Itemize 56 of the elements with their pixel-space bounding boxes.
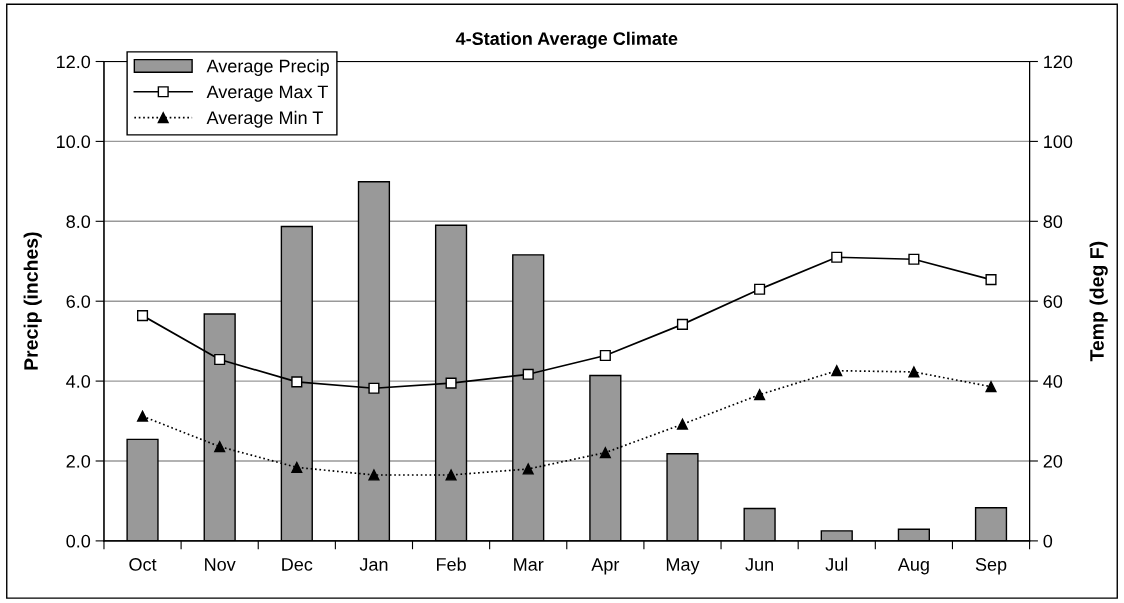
y2-tick-label: 80 [1043, 215, 1063, 229]
point [985, 381, 997, 393]
y-tick-label: 0.0 [66, 534, 91, 548]
point [214, 353, 226, 366]
x-tick-label: Jun [745, 558, 773, 571]
x-tick-label: Oct [129, 558, 157, 571]
y-tick-label: 8.0 [66, 215, 91, 229]
point [291, 461, 303, 473]
point [985, 274, 997, 286]
x-tick-label: Apr [591, 558, 620, 575]
x-tick-label: Sep [975, 558, 1007, 575]
x-tick-label: Feb [437, 557, 466, 571]
point [522, 463, 534, 475]
legend-label: Average Min T [206, 110, 323, 128]
point [676, 318, 689, 330]
y2-tick-label: 0 [1043, 534, 1053, 548]
x-tick-label: May [666, 558, 700, 575]
x-tick-label: Aug [897, 558, 929, 575]
point [214, 441, 226, 453]
chart-title: 4-Station Average Climate [455, 31, 678, 49]
point [368, 469, 380, 481]
point [908, 253, 920, 265]
y-axis-title: Precip (inches) [23, 232, 42, 370]
y2-tick-label: 100 [1044, 135, 1073, 149]
point [599, 447, 611, 459]
point [445, 469, 457, 481]
y-tick-label: 10.0 [57, 135, 91, 149]
point [754, 283, 766, 295]
y2-tick-label: 60 [1043, 295, 1063, 308]
point [831, 365, 843, 377]
point [368, 382, 380, 394]
point [445, 377, 457, 389]
point [599, 349, 611, 362]
y2-axis-title: Temp (deg F) [1089, 241, 1108, 362]
point [136, 410, 149, 422]
y-tick-label: 6.0 [66, 295, 91, 308]
y2-tick-label: 120 [1044, 55, 1073, 69]
point [676, 418, 689, 430]
x-tick-label: Jul [825, 557, 848, 571]
y2-tick-label: 20 [1043, 454, 1063, 468]
x-tick-label: Mar [514, 558, 544, 571]
y-tick-label: 2.0 [66, 454, 91, 468]
point [754, 389, 766, 401]
point [831, 251, 843, 263]
legend-label: Average Max T [206, 85, 328, 102]
point [136, 310, 149, 322]
point [291, 376, 303, 388]
y-tick-label: 4.0 [66, 375, 91, 388]
y2-tick-label: 40 [1043, 375, 1063, 388]
point [522, 368, 534, 380]
x-tick-label: Nov [205, 558, 236, 571]
x-tick-label: Dec [282, 558, 313, 571]
point [908, 366, 920, 378]
legend-label: Average Precip [206, 59, 329, 76]
x-tick-label: Jan [359, 558, 388, 571]
y-tick-label: 12.0 [57, 55, 91, 69]
